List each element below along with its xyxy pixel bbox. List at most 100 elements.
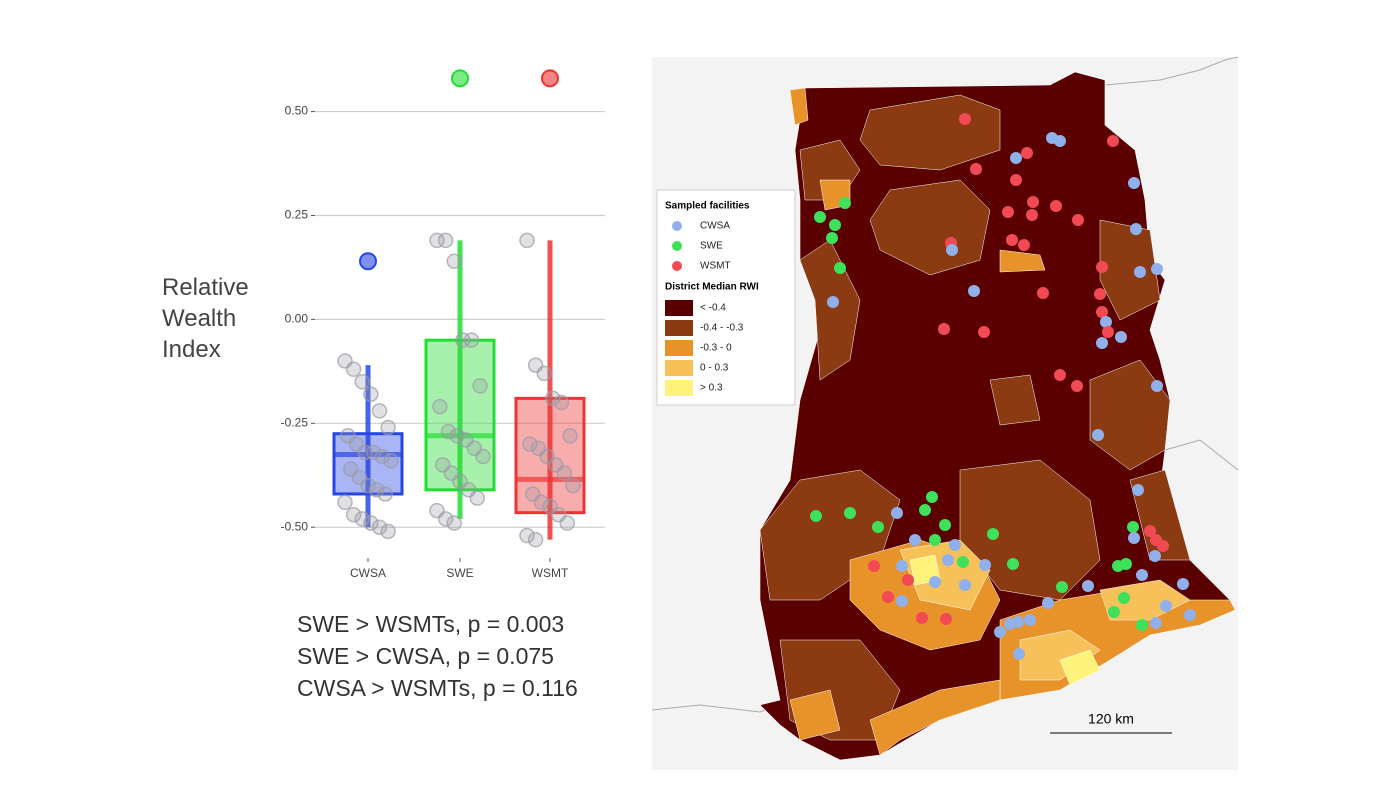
data-point — [366, 444, 382, 461]
facility — [909, 534, 921, 546]
facility — [896, 560, 908, 572]
facility — [829, 219, 841, 231]
district — [869, 179, 991, 276]
facility — [1096, 261, 1108, 273]
legend-title: Sampled facilities — [665, 201, 750, 212]
annotation: CWSA > WSMTs, p = 0.116 — [297, 675, 578, 701]
facility — [814, 211, 826, 223]
facility — [1127, 521, 1139, 533]
facility — [1134, 266, 1146, 278]
facility — [1102, 326, 1114, 338]
district — [789, 87, 809, 126]
data-point — [449, 428, 465, 444]
facility — [1096, 306, 1108, 318]
district — [869, 679, 1001, 756]
map: Sampled facilities District Median RWI 1… — [651, 56, 1239, 770]
data-point — [533, 494, 550, 511]
facility — [1092, 429, 1104, 441]
legend-title: District Median RWI — [665, 282, 759, 293]
data-point — [371, 403, 388, 419]
facility — [1096, 337, 1108, 349]
border — [1164, 439, 1239, 471]
box — [332, 432, 404, 496]
legend-label: < -0.4 — [700, 303, 726, 314]
facility — [959, 113, 971, 125]
data-point — [357, 444, 373, 461]
legend-swatch — [672, 261, 682, 271]
facility — [1157, 540, 1169, 552]
facility — [1132, 484, 1144, 496]
facility — [1010, 152, 1022, 164]
facility — [949, 539, 961, 551]
data-point — [363, 515, 379, 531]
facility — [978, 326, 990, 338]
legend-label: 0 - 0.3 — [700, 363, 729, 374]
facility — [872, 521, 884, 533]
legend-swatch — [665, 300, 693, 316]
facility — [1042, 597, 1054, 609]
facility — [1177, 578, 1189, 590]
facility — [987, 528, 999, 540]
facility — [968, 285, 980, 297]
facility — [1026, 209, 1038, 221]
facility — [827, 296, 839, 308]
facility — [1136, 619, 1148, 631]
legend-label: > 0.3 — [700, 383, 723, 394]
data-point — [354, 373, 370, 390]
data-point — [559, 515, 575, 531]
facility — [1136, 569, 1148, 581]
data-point — [363, 386, 379, 402]
facility — [896, 595, 908, 607]
facility — [926, 491, 938, 503]
district — [789, 689, 841, 741]
facility — [959, 579, 971, 591]
facility — [1128, 532, 1140, 544]
data-point — [562, 428, 578, 444]
facility — [1107, 135, 1119, 147]
box-group: SWE — [446, 240, 474, 580]
facility — [1007, 558, 1019, 570]
facility — [1149, 550, 1161, 562]
facility — [1072, 214, 1084, 226]
outlier — [451, 69, 469, 88]
facility — [1056, 581, 1068, 593]
facility — [891, 507, 903, 519]
facility — [929, 576, 941, 588]
facility — [1054, 135, 1066, 147]
data-point — [354, 511, 370, 527]
data-point — [337, 494, 353, 511]
facility — [919, 504, 931, 516]
legend-swatch — [672, 241, 682, 251]
legend-swatch — [665, 340, 693, 356]
scale-label: 120 km — [1088, 711, 1134, 727]
data-point — [519, 527, 535, 544]
data-point — [360, 477, 376, 494]
legend-label: CWSA — [700, 221, 730, 232]
facility — [1184, 609, 1196, 621]
data-point — [432, 398, 448, 415]
district — [999, 249, 1046, 273]
facility — [1050, 200, 1062, 212]
data-point — [519, 232, 535, 249]
data-point — [463, 332, 480, 348]
data-point — [374, 448, 391, 465]
facility — [826, 232, 838, 244]
facility — [1082, 580, 1094, 592]
facility — [1021, 147, 1033, 159]
annotations: SWE > WSMTs, p = 0.003 SWE > CWSA, p = 0.… — [297, 608, 578, 704]
x-tick-label: WSMT — [532, 566, 569, 580]
data-point — [429, 232, 445, 249]
facility — [1130, 223, 1142, 235]
facility — [902, 574, 914, 586]
facility — [939, 519, 951, 531]
facility — [929, 534, 941, 546]
facility — [1144, 525, 1156, 537]
box-group: WSMT — [532, 240, 569, 580]
data-point — [556, 465, 573, 481]
facility — [1002, 206, 1014, 218]
facility — [1024, 614, 1036, 626]
facility — [1150, 617, 1162, 629]
data-point — [446, 515, 462, 531]
